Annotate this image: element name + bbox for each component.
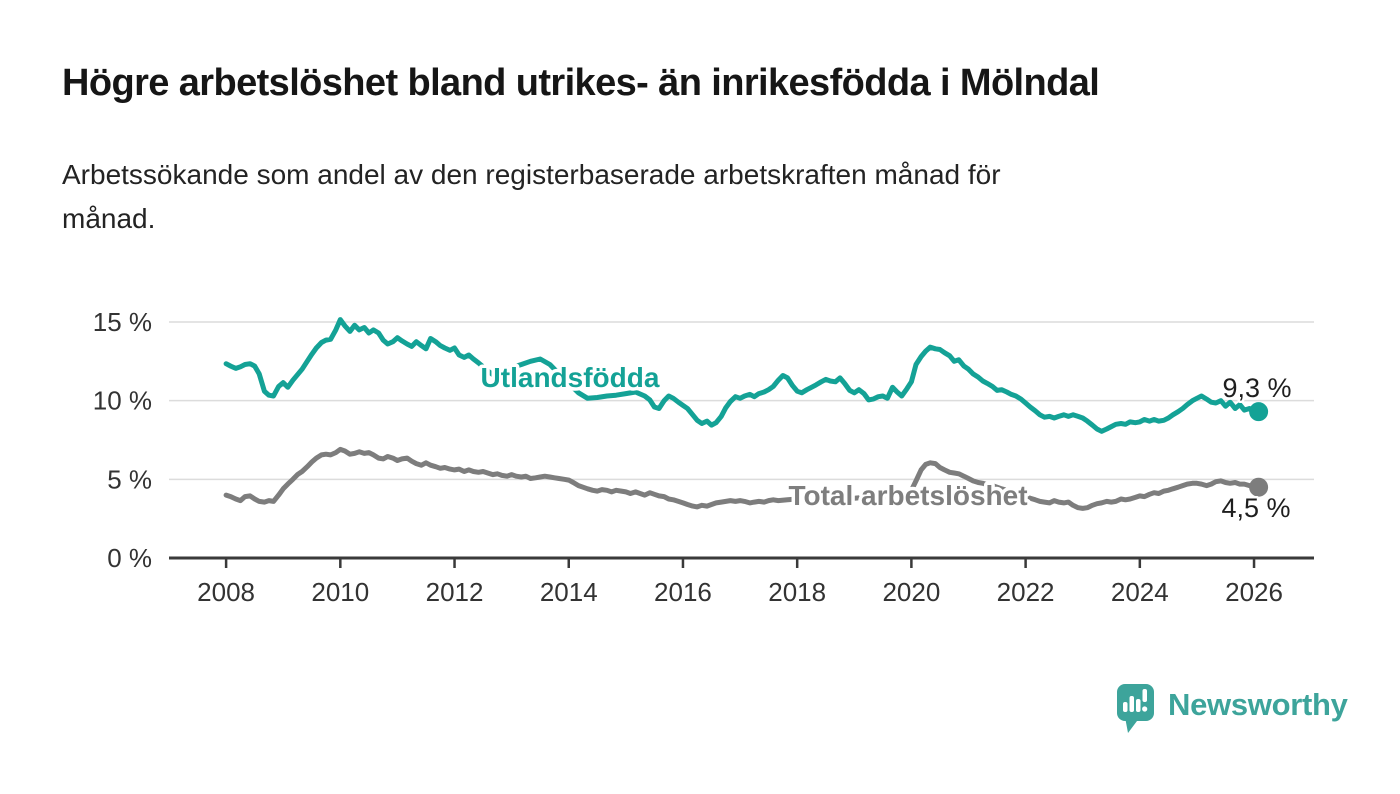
end-value-label-utlandsfodda: 9,3 % [1222, 373, 1291, 403]
end-value-label-total: 4,5 % [1221, 493, 1290, 523]
chart-subtitle: Arbetssökande som andel av den registerb… [62, 153, 1302, 241]
newsworthy-logo-icon [1117, 684, 1154, 733]
x-tick-label: 2012 [426, 577, 484, 607]
series-line-utlandsfodda [223, 317, 1262, 434]
x-tick-label: 2014 [540, 577, 598, 607]
end-dot-utlandsfodda [1249, 402, 1269, 422]
subtitle-line-1: Arbetssökande som andel av den registerb… [62, 159, 1001, 190]
y-tick-label: 5 % [107, 464, 152, 494]
x-tick-label: 2008 [197, 577, 255, 607]
subtitle-line-2: månad. [62, 203, 156, 235]
x-axis [169, 556, 1314, 568]
x-tick-label: 2016 [654, 577, 712, 607]
y-tick-label: 15 % [93, 307, 152, 337]
axis-tick-labels: 0 % 5 % 10 % 15 % 2008 2010 2012 2014 2016 2018 20… [93, 307, 1283, 607]
speech-bubble-tail [1125, 717, 1140, 733]
y-tick-label: 0 % [107, 543, 152, 573]
x-tick-label: 2020 [882, 577, 940, 607]
x-tick-label: 2026 [1225, 577, 1283, 607]
series-label-utlandsfodda: Utlandsfödda [481, 362, 660, 393]
series-end-dots [1249, 402, 1269, 497]
series-label-total-arbetsloshet: Total arbetslöshet [788, 480, 1027, 511]
y-tick-label: 10 % [93, 386, 152, 416]
series-lines [223, 317, 1262, 511]
x-tick-label: 2024 [1111, 577, 1169, 607]
page-title: Högre arbetslöshet bland utrikes- än inr… [62, 62, 1100, 104]
series-line-total-arbetsloshet [223, 446, 1262, 511]
x-tick-label: 2022 [997, 577, 1055, 607]
x-tick-label: 2010 [311, 577, 369, 607]
end-dot-total-arbetsloshet [1249, 477, 1269, 497]
newsworthy-logo: Newsworthy [1116, 683, 1348, 735]
gridlines [169, 321, 1314, 481]
x-tick-label: 2018 [768, 577, 826, 607]
newsworthy-logo-text: Newsworthy [1168, 687, 1348, 722]
